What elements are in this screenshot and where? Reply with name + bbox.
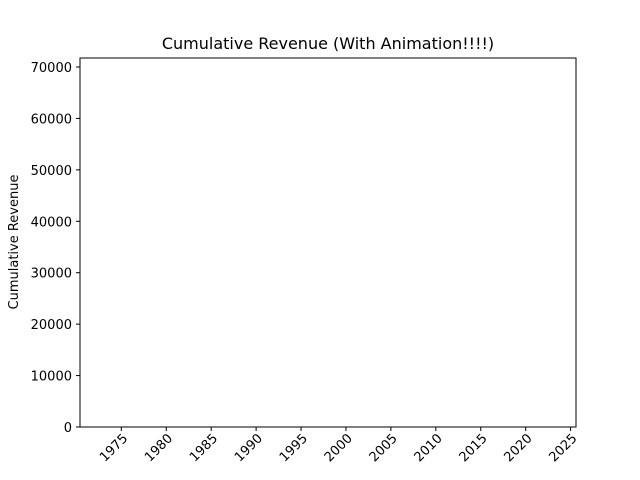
- x-tick-label: 2020: [502, 431, 536, 465]
- x-tick-label: 2000: [322, 431, 356, 465]
- x-tick-label: 2005: [367, 431, 401, 465]
- x-tick-label: 1975: [97, 431, 131, 465]
- x-tick-label: 2025: [546, 431, 580, 465]
- y-tick-label: 0: [64, 421, 72, 436]
- x-tick-label: 1990: [232, 431, 266, 465]
- y-tick-label: 30000: [31, 267, 72, 282]
- y-tick-label: 40000: [31, 215, 72, 230]
- y-tick-label: 50000: [31, 164, 72, 179]
- y-tick-label: 70000: [31, 61, 72, 76]
- x-tick-label: 2010: [412, 431, 446, 465]
- x-tick-label: 2015: [457, 431, 491, 465]
- x-tick-label: 1985: [187, 431, 221, 465]
- chart-title: Cumulative Revenue (With Animation!!!!): [162, 34, 494, 53]
- y-axis-label: Cumulative Revenue: [7, 175, 22, 310]
- plot-frame: [79, 57, 577, 428]
- y-tick-label: 20000: [31, 318, 72, 333]
- y-tick-label: 60000: [31, 112, 72, 127]
- x-tick-label: 1995: [277, 431, 311, 465]
- x-tick-label: 1980: [142, 431, 176, 465]
- y-tick-label: 10000: [31, 370, 72, 385]
